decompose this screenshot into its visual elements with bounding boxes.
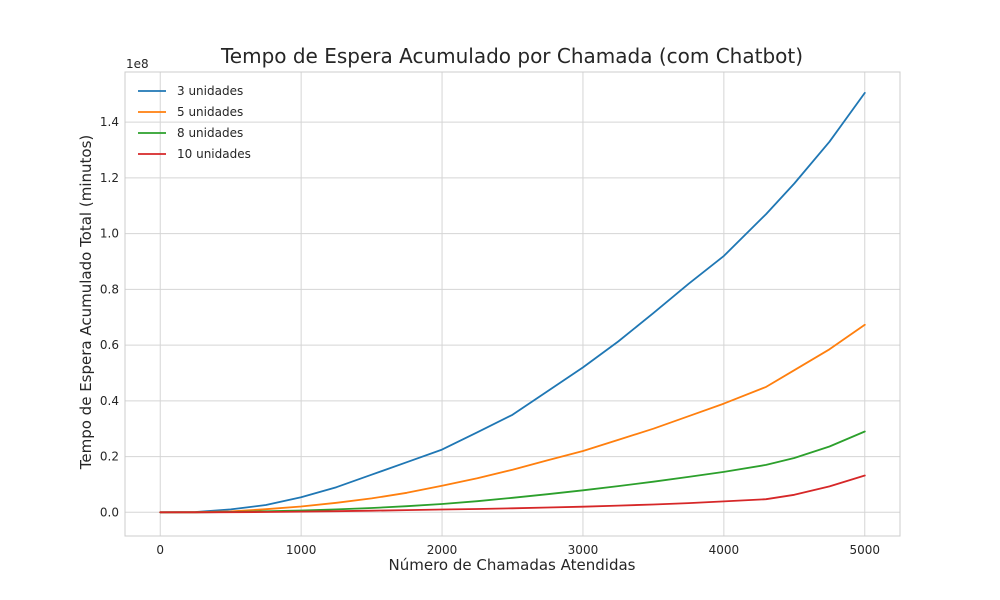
x-tick-label: 2000	[427, 543, 458, 557]
x-tick-label: 5000	[849, 543, 880, 557]
legend-label: 8 unidades	[177, 126, 243, 140]
legend-label: 10 unidades	[177, 147, 251, 161]
series-line-5-unidades	[159, 323, 866, 514]
legend-label: 3 unidades	[177, 84, 243, 98]
chart-title: Tempo de Espera Acumulado por Chamada (c…	[220, 44, 803, 68]
legend-label: 5 unidades	[177, 105, 243, 119]
y-tick-label: 0.0	[100, 505, 119, 519]
y-tick-labels: 0.0 0.2 0.4 0.6 0.8 1.0 1.2 1.4	[100, 115, 119, 519]
grid	[125, 72, 900, 536]
y-tick-label: 1.0	[100, 227, 119, 241]
y-tick-label: 1.2	[100, 171, 119, 185]
legend-item: 5 unidades	[138, 105, 243, 119]
y-offset-label: 1e8	[126, 57, 149, 71]
x-axis-label: Número de Chamadas Atendidas	[389, 556, 636, 574]
legend-item: 10 unidades	[138, 147, 251, 161]
y-tick-label: 1.4	[100, 115, 119, 129]
y-tick-label: 0.6	[100, 338, 119, 352]
x-tick-label: 4000	[709, 543, 740, 557]
series-line-3-unidades	[159, 92, 866, 514]
plot-area-frame	[124, 71, 901, 537]
y-tick-label: 0.4	[100, 394, 119, 408]
legend: 3 unidades 5 unidades 8 unidades 10 unidade…	[138, 84, 251, 161]
series-lines	[159, 92, 866, 514]
legend-item: 3 unidades	[138, 84, 243, 98]
legend-item: 8 unidades	[138, 126, 243, 140]
x-tick-labels: 0 1000 2000 3000 4000 5000	[156, 543, 880, 557]
series-line-10-unidades	[159, 474, 866, 514]
y-tick-label: 0.2	[100, 450, 119, 464]
x-tick-label: 3000	[568, 543, 599, 557]
x-tick-label: 0	[156, 543, 164, 557]
x-tick-label: 1000	[286, 543, 317, 557]
y-axis-label: Tempo de Espera Acumulado Total (minutos…	[77, 135, 95, 470]
y-tick-label: 0.8	[100, 282, 119, 296]
